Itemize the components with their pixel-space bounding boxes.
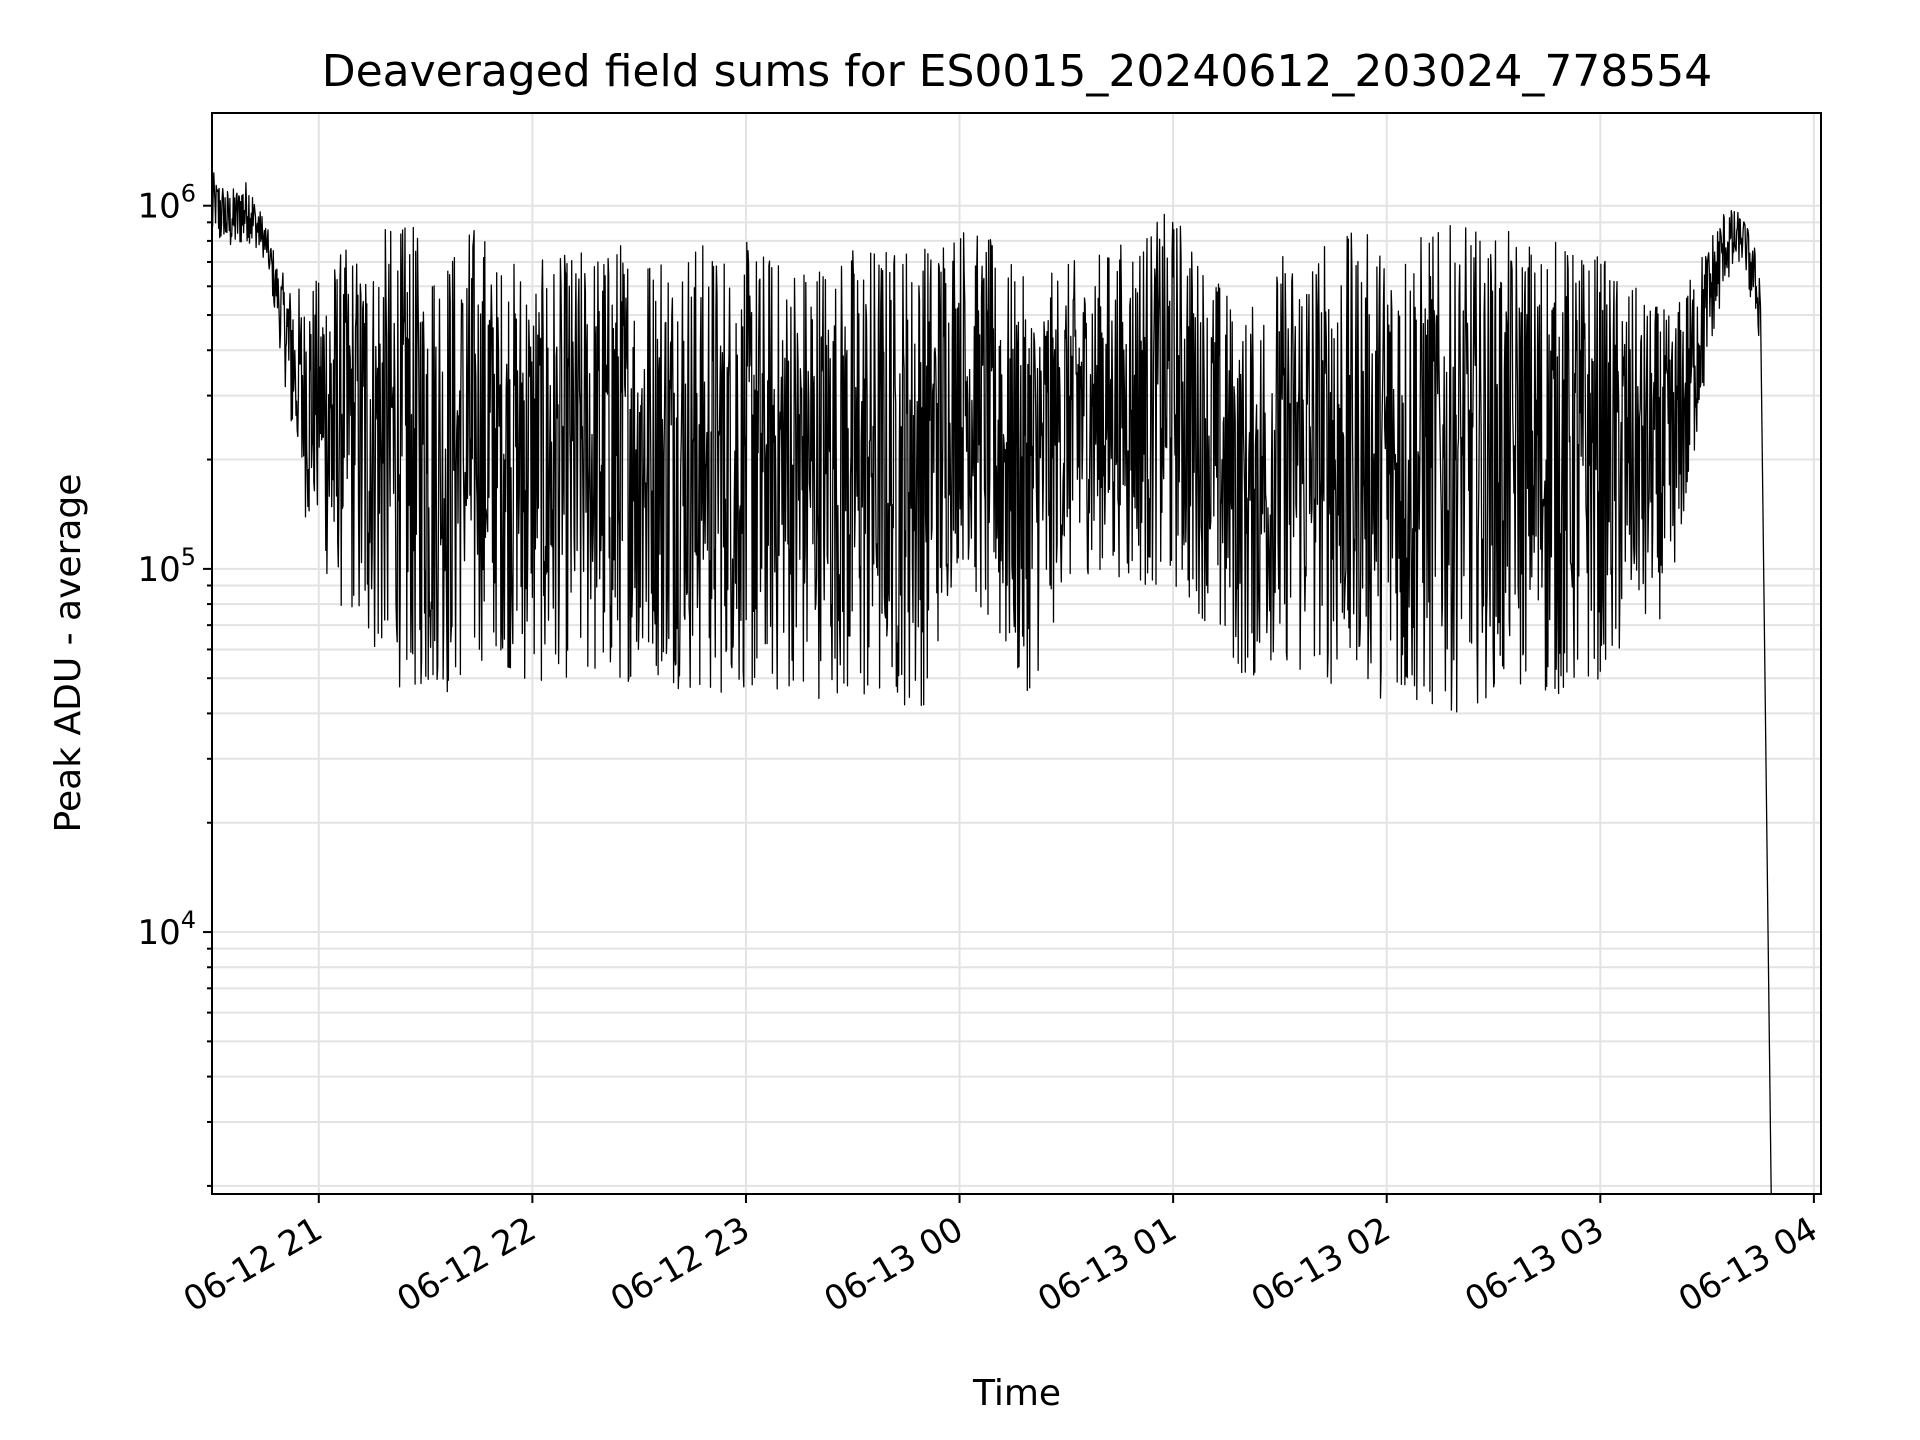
x-tick-label: 06-13 03	[1458, 1209, 1610, 1320]
x-tick-label: 06-13 00	[818, 1209, 970, 1320]
x-tick-label: 06-13 04	[1672, 1209, 1824, 1320]
y-tick-label: 104	[137, 906, 196, 953]
x-tick-label: 06-13 02	[1245, 1209, 1397, 1320]
x-tick-label: 06-12 23	[604, 1209, 756, 1320]
x-axis-label: Time	[972, 1373, 1061, 1414]
grid	[212, 113, 1821, 1194]
y-tick-label: 106	[137, 180, 196, 227]
x-tick-label: 06-12 21	[177, 1209, 329, 1320]
y-axis-label: Peak ADU - average	[48, 474, 89, 833]
series-layer	[211, 172, 1772, 1195]
plot-frame	[211, 112, 1822, 1195]
x-tick-label: 06-13 01	[1031, 1209, 1183, 1320]
chart-title: Deaveraged field sums for ES0015_2024061…	[322, 46, 1713, 97]
series-line-0	[211, 172, 1772, 1195]
x-axis: 06-12 21 06-12 22 06-12 23 06-13 00 06-13 01…	[177, 1194, 1824, 1320]
x-tick-label: 06-12 22	[390, 1209, 542, 1320]
y-tick-label: 105	[137, 543, 196, 590]
y-axis: 104 105 106	[137, 180, 212, 1187]
